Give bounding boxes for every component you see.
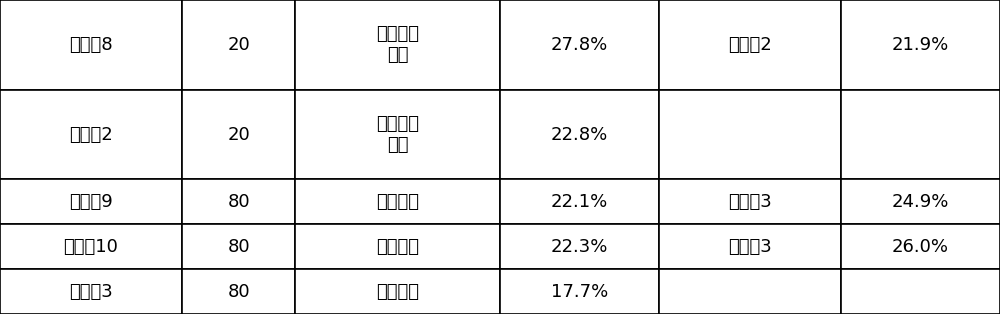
- Text: 80: 80: [227, 193, 250, 211]
- Bar: [500, 179, 659, 224]
- Bar: [0, 224, 182, 269]
- Text: 江苏纳米
先锋: 江苏纳米 先锋: [376, 25, 419, 64]
- Text: 对比例3: 对比例3: [69, 283, 113, 300]
- Bar: [659, 90, 841, 179]
- Text: 22.8%: 22.8%: [551, 126, 608, 143]
- Bar: [0, 179, 182, 224]
- Bar: [841, 90, 1000, 179]
- Text: 21.9%: 21.9%: [892, 36, 949, 54]
- Bar: [0, 269, 182, 314]
- Bar: [0, 0, 182, 90]
- Text: 对比例3: 对比例3: [728, 193, 772, 211]
- Text: 天津南化: 天津南化: [376, 238, 419, 256]
- Text: 对比例2: 对比例2: [728, 36, 772, 54]
- Text: 实施例10: 实施例10: [63, 238, 118, 256]
- Text: 天津南化: 天津南化: [376, 193, 419, 211]
- Text: 80: 80: [227, 238, 250, 256]
- Text: 20: 20: [227, 36, 250, 54]
- Bar: [500, 224, 659, 269]
- Text: 实施例8: 实施例8: [69, 36, 113, 54]
- Bar: [841, 0, 1000, 90]
- Bar: [841, 269, 1000, 314]
- Bar: [841, 224, 1000, 269]
- Text: 实施例9: 实施例9: [69, 193, 113, 211]
- Text: 24.9%: 24.9%: [892, 193, 949, 211]
- Text: 80: 80: [227, 283, 250, 300]
- Bar: [295, 90, 500, 179]
- Text: 17.7%: 17.7%: [551, 283, 608, 300]
- Bar: [841, 179, 1000, 224]
- Bar: [182, 90, 295, 179]
- Bar: [659, 269, 841, 314]
- Bar: [295, 224, 500, 269]
- Bar: [182, 269, 295, 314]
- Bar: [500, 90, 659, 179]
- Bar: [182, 224, 295, 269]
- Text: 对比例2: 对比例2: [69, 126, 113, 143]
- Text: 27.8%: 27.8%: [551, 36, 608, 54]
- Text: 22.1%: 22.1%: [551, 193, 608, 211]
- Bar: [659, 0, 841, 90]
- Bar: [295, 269, 500, 314]
- Bar: [295, 179, 500, 224]
- Bar: [500, 269, 659, 314]
- Bar: [500, 0, 659, 90]
- Bar: [659, 224, 841, 269]
- Bar: [182, 0, 295, 90]
- Bar: [659, 179, 841, 224]
- Text: 江苏纳米
先锋: 江苏纳米 先锋: [376, 115, 419, 154]
- Text: 20: 20: [227, 126, 250, 143]
- Bar: [0, 90, 182, 179]
- Text: 对比例3: 对比例3: [728, 238, 772, 256]
- Text: 天津南化: 天津南化: [376, 283, 419, 300]
- Text: 26.0%: 26.0%: [892, 238, 949, 256]
- Bar: [182, 179, 295, 224]
- Text: 22.3%: 22.3%: [551, 238, 608, 256]
- Bar: [295, 0, 500, 90]
